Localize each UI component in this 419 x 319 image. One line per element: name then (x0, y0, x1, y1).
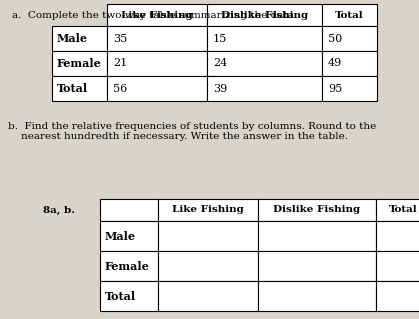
Text: 50: 50 (328, 33, 342, 43)
Text: Total: Total (57, 83, 88, 94)
Bar (376, 221, 419, 251)
Bar (376, 199, 419, 221)
Bar (107, 51, 207, 76)
Text: Female: Female (105, 261, 150, 271)
Text: Dislike Fishing: Dislike Fishing (221, 11, 308, 19)
Bar (107, 4, 207, 26)
Bar (52, 76, 107, 101)
Text: 35: 35 (113, 33, 127, 43)
Text: b.  Find the relative frequencies of students by columns. Round to the
    neare: b. Find the relative frequencies of stud… (8, 122, 376, 141)
Bar (207, 76, 322, 101)
Bar (52, 51, 107, 76)
Text: Male: Male (105, 231, 136, 241)
Text: a.  Complete the two-way table summarizing the data.: a. Complete the two-way table summarizin… (12, 11, 297, 20)
Bar (100, 251, 158, 281)
Bar (52, 26, 107, 51)
Text: 95: 95 (328, 84, 342, 93)
Text: Total: Total (389, 205, 418, 214)
Bar (100, 221, 158, 251)
Text: 15: 15 (213, 33, 227, 43)
Bar (258, 199, 376, 221)
Bar (158, 251, 258, 281)
Bar (100, 199, 158, 221)
Bar (107, 26, 207, 51)
Bar (158, 221, 258, 251)
Text: Male: Male (57, 33, 88, 44)
Bar (258, 221, 376, 251)
Bar (258, 251, 376, 281)
Bar (100, 281, 158, 311)
Bar (52, 4, 107, 26)
Bar (158, 281, 258, 311)
Bar (376, 251, 419, 281)
Bar (107, 76, 207, 101)
Text: Like Fishing: Like Fishing (172, 205, 244, 214)
Text: Dislike Fishing: Dislike Fishing (274, 205, 361, 214)
Text: 21: 21 (113, 58, 127, 69)
Bar (322, 51, 377, 76)
Bar (258, 281, 376, 311)
Text: Total: Total (335, 11, 364, 19)
Text: 49: 49 (328, 58, 342, 69)
Text: Like Fishing: Like Fishing (121, 11, 193, 19)
Text: 39: 39 (213, 84, 227, 93)
Bar (207, 4, 322, 26)
Text: Total: Total (105, 291, 136, 301)
Text: 24: 24 (213, 58, 227, 69)
Text: 56: 56 (113, 84, 127, 93)
Text: Female: Female (57, 58, 102, 69)
Bar (158, 199, 258, 221)
Bar (322, 26, 377, 51)
Bar (376, 281, 419, 311)
Bar (207, 51, 322, 76)
Text: 8a, b.: 8a, b. (43, 205, 75, 214)
Bar (322, 76, 377, 101)
Bar (322, 4, 377, 26)
Bar (207, 26, 322, 51)
